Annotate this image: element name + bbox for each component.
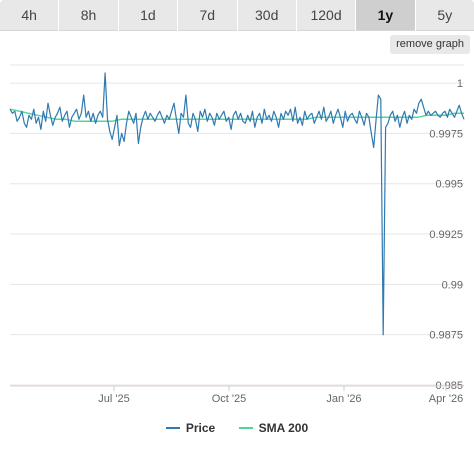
legend-sma-label: SMA 200 (258, 421, 309, 435)
legend-item-price[interactable]: Price (165, 421, 216, 435)
price-line (9, 72, 465, 336)
tab-1y[interactable]: 1y (356, 0, 415, 31)
remove-graph-button[interactable]: remove graph (390, 35, 470, 54)
y-tick-label: 0.995 (435, 179, 463, 191)
x-tick-label: Jul '25 (98, 393, 129, 405)
y-tick-label: 1 (457, 78, 463, 90)
y-tick-label: 0.99 (442, 279, 463, 291)
x-tick-label: Apr '26 (429, 393, 464, 405)
tab-5y[interactable]: 5y (415, 0, 474, 31)
tab-8h[interactable]: 8h (59, 0, 118, 31)
price-swatch-icon (165, 427, 180, 429)
sma-swatch-icon (238, 427, 253, 429)
x-tick-label: Oct '25 (212, 393, 247, 405)
legend-item-sma[interactable]: SMA 200 (238, 421, 309, 435)
tab-120d[interactable]: 120d (296, 0, 356, 31)
sma-200-line (9, 108, 464, 123)
x-tick-label: Jan '26 (326, 393, 361, 405)
tab-4h[interactable]: 4h (0, 0, 59, 31)
timeframe-tabs: 4h 8h 1d 7d 30d 120d 1y 5y (0, 0, 474, 31)
y-tick-label: 0.9975 (429, 128, 463, 140)
tab-1d[interactable]: 1d (118, 0, 178, 31)
legend-price-label: Price (185, 421, 216, 435)
chart-legend: Price SMA 200 (0, 418, 474, 435)
y-tick-label: 0.9875 (429, 330, 463, 342)
tab-30d[interactable]: 30d (237, 0, 296, 31)
tab-7d[interactable]: 7d (178, 0, 237, 31)
y-tick-label: 0.9925 (429, 229, 463, 241)
